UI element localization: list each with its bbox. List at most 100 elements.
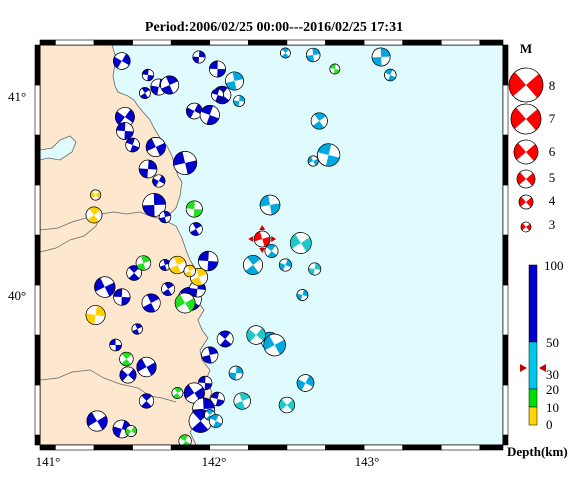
event-mechanism	[168, 255, 187, 275]
frame-segment	[325, 444, 365, 451]
frame-segment	[479, 39, 504, 46]
event-mechanism	[119, 366, 137, 384]
frame-segment	[34, 134, 41, 186]
event-mechanism	[183, 264, 196, 278]
event-mechanism	[209, 60, 226, 78]
event-mechanism	[189, 222, 203, 236]
frame-segment	[39, 39, 56, 46]
event-mechanism	[185, 200, 203, 218]
event-mechanism	[278, 258, 292, 272]
frame-segment	[502, 334, 509, 386]
bay	[40, 135, 77, 161]
latest-event-marker	[248, 236, 254, 242]
event-mechanism	[173, 151, 198, 175]
event-mechanism	[278, 396, 296, 414]
event-mechanism	[280, 47, 291, 59]
event-mechanism	[296, 374, 315, 392]
event-mechanism	[141, 68, 155, 82]
depth-label-10: 10	[546, 400, 559, 415]
event-mechanism	[307, 155, 319, 167]
lat-label-41: 41°	[8, 89, 26, 104]
frame-segment	[34, 84, 41, 136]
event-mechanism	[171, 387, 184, 399]
frame-segment	[170, 444, 211, 451]
magnitude-legend	[508, 67, 544, 233]
depth-scale	[520, 264, 546, 426]
depth-label-30: 30	[546, 367, 559, 382]
event-mechanism	[178, 434, 192, 445]
prefecture-border	[40, 211, 165, 231]
frame-segment	[132, 39, 172, 46]
event-mechanism	[174, 292, 196, 314]
latest-event-marker	[259, 248, 266, 253]
event-mechanism	[263, 333, 286, 357]
magnitude-legend-ball	[510, 103, 542, 135]
event-mechanism	[136, 356, 157, 378]
frame-segment	[34, 334, 41, 386]
event-mechanism	[116, 122, 134, 140]
mag-label-7: 7	[549, 111, 556, 126]
event-mechanism	[253, 230, 271, 248]
event-mechanism	[199, 104, 220, 126]
frame-segment	[34, 184, 41, 236]
event-mechanism	[138, 393, 155, 409]
event-mechanism	[259, 194, 281, 216]
event-mechanism	[158, 210, 172, 224]
event-mechanism	[85, 305, 106, 325]
event-mechanism	[264, 244, 279, 258]
depth-label-100: 100	[544, 258, 564, 273]
event-mechanism	[126, 265, 142, 281]
event-mechanism	[138, 159, 158, 179]
magnitude-legend-ball	[518, 194, 534, 210]
latest-event-marker	[259, 225, 266, 230]
depth-label-50: 50	[546, 335, 559, 350]
frame-segment	[502, 184, 509, 236]
frame-segment	[248, 39, 288, 46]
frame-segment	[440, 39, 481, 46]
prefecture-border	[40, 369, 177, 403]
event-mechanism	[113, 52, 131, 70]
frame-segment	[502, 234, 509, 286]
event-mechanism	[198, 250, 219, 272]
depth-band-50-100	[528, 264, 538, 343]
event-mechanism	[145, 136, 166, 158]
event-mechanism	[317, 143, 341, 167]
event-mechanism	[233, 392, 251, 410]
event-mechanism	[289, 232, 312, 254]
event-mechanism	[86, 410, 108, 432]
event-mechanism	[142, 193, 167, 217]
prefecture-border	[40, 213, 101, 253]
event-mechanism	[243, 255, 263, 275]
magnitude-legend-ball	[513, 139, 539, 165]
frame-segment	[34, 44, 41, 86]
event-mechanism	[384, 68, 397, 82]
depth-scale-title: Depth(km)	[507, 444, 568, 459]
frame-segment	[363, 444, 403, 451]
frame-segment	[502, 134, 509, 186]
mag-label-3: 3	[549, 217, 556, 232]
frame-segment	[502, 44, 509, 86]
magnitude-legend-heading: M	[520, 41, 532, 56]
frame-segment	[34, 434, 41, 446]
lon-label-141: 141°	[36, 454, 61, 469]
event-mechanism	[216, 330, 234, 348]
event-mechanism	[141, 293, 161, 313]
frame-segment	[286, 39, 326, 46]
event-mechanism	[94, 276, 116, 298]
event-mechanism	[85, 206, 103, 224]
event-mechanism	[371, 47, 391, 67]
frame-segment	[209, 39, 249, 46]
event-mechanism	[306, 47, 321, 63]
lon-label-142: 142°	[202, 454, 227, 469]
depth-label-0: 0	[546, 417, 553, 432]
frame-segment	[34, 284, 41, 336]
event-mechanism	[114, 107, 135, 127]
frame-segment	[39, 444, 56, 451]
frame-segment	[55, 444, 95, 451]
depth-band-10-20	[528, 388, 538, 408]
event-mechanism	[186, 102, 203, 120]
frame-segment	[440, 444, 481, 451]
depth-label-20: 20	[546, 382, 559, 397]
frame-segment	[402, 39, 442, 46]
